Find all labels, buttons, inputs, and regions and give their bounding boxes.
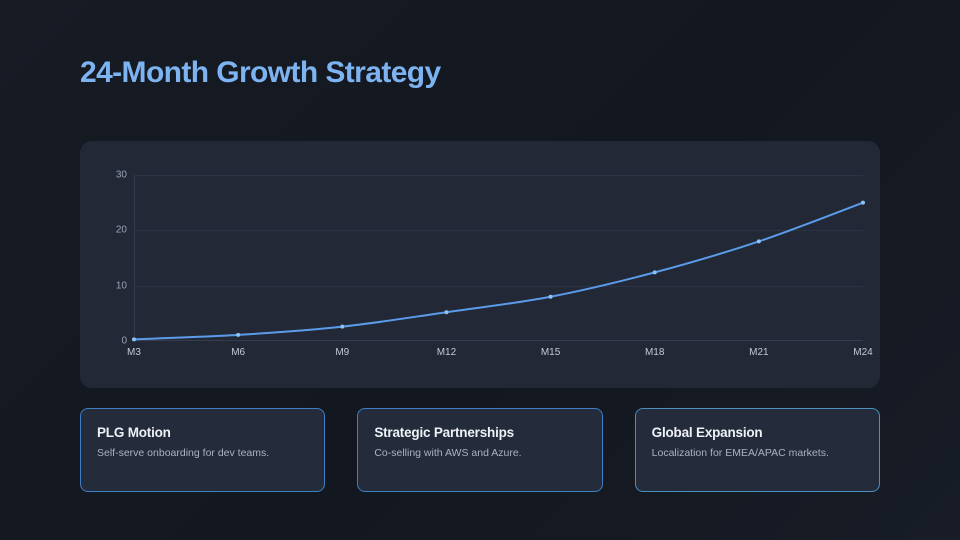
data-point-marker: [756, 239, 761, 244]
x-axis-tick-label: M9: [335, 347, 350, 358]
chart-plot-area: 0 10 20 30 M3 M6 M9 M12 M15 M18 M21 M24: [116, 170, 873, 359]
initiative-cards: PLG Motion Self-serve onboarding for dev…: [80, 408, 880, 492]
data-point-marker: [132, 337, 136, 342]
data-point-marker: [548, 294, 553, 299]
chart-panel: 0 10 20 30 M3 M6 M9 M12 M15 M18 M21 M24: [80, 141, 880, 388]
y-axis-tick-label: 0: [121, 335, 127, 347]
line-series-growth: [134, 203, 863, 340]
x-axis-tick-label: M12: [436, 347, 457, 358]
card-title: Global Expansion: [651, 425, 763, 440]
initiative-card-3[interactable]: Global Expansion Localization for EMEA/A…: [634, 408, 880, 492]
card-description: Self-serve onboarding for dev teams.: [97, 447, 270, 459]
initiative-card-1[interactable]: PLG Motion Self-serve onboarding for dev…: [80, 408, 326, 492]
x-axis-tick-label: M3: [127, 347, 141, 358]
card-description: Co-selling with AWS and Azure.: [374, 447, 522, 459]
initiative-card-2[interactable]: Strategic Partnerships Co-selling with A…: [357, 408, 603, 492]
data-point-marker: [652, 270, 657, 275]
grid-line: [134, 285, 863, 287]
page-title: 24-Month Growth Strategy: [80, 56, 441, 89]
x-axis-tick-label: M6: [231, 347, 246, 358]
card-title: Strategic Partnerships: [374, 425, 514, 440]
x-axis-tick-label: M15: [540, 347, 561, 358]
y-axis-line: [134, 175, 135, 341]
x-axis-tick-label: M24: [853, 347, 873, 358]
y-axis-tick-label: 20: [115, 224, 127, 236]
card-title: PLG Motion: [97, 425, 171, 440]
grid-line: [134, 230, 863, 232]
data-point-marker: [444, 310, 449, 315]
data-point-marker: [236, 332, 241, 337]
y-axis-tick-label: 30: [115, 169, 127, 181]
x-axis-line: [134, 340, 863, 341]
grid-line: [134, 175, 863, 176]
card-description: Localization for EMEA/APAC markets.: [651, 447, 829, 459]
growth-line-chart: [132, 200, 865, 342]
x-axis-tick-label: M21: [749, 347, 769, 358]
y-axis-tick-label: 10: [115, 280, 127, 292]
data-point-marker: [861, 200, 865, 205]
data-point-marker: [340, 324, 345, 329]
x-axis-tick-label: M18: [644, 347, 665, 358]
